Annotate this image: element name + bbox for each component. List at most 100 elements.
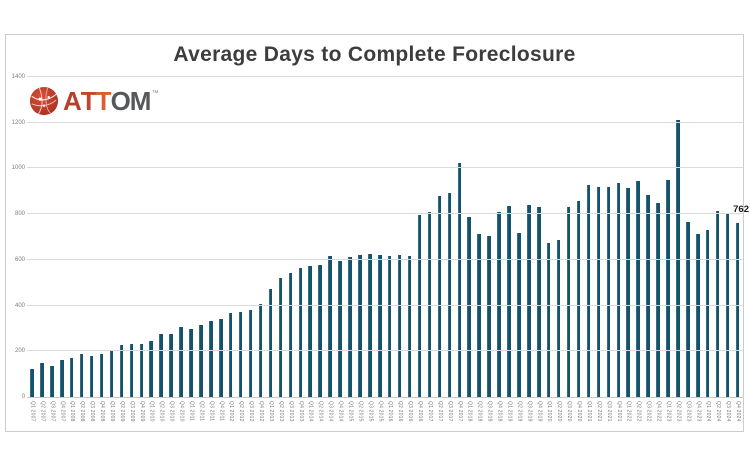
bar-slot: [405, 77, 415, 397]
bar-q3-2010: [169, 333, 173, 397]
x-axis-label-slot: Q3 2009: [126, 399, 136, 431]
bar-q4-2017: [457, 162, 462, 397]
bar-q3-2007: [50, 365, 54, 397]
x-axis-tick-label: Q4 2019: [536, 401, 543, 422]
bar-q2-2012: [238, 311, 243, 397]
bar-slot: [216, 77, 226, 397]
bar-slot: [534, 77, 544, 397]
bar-q4-2023: [696, 233, 700, 397]
x-axis-label-slot: Q1 2011: [186, 399, 196, 431]
bar-slot: [315, 77, 325, 397]
x-axis-tick-label: Q2 2012: [238, 401, 245, 422]
bar-q1-2024: [705, 229, 710, 397]
logo-letter: A: [63, 86, 82, 116]
y-axis-tick-label: 600: [14, 256, 25, 263]
x-axis-tick-label: Q1 2024: [705, 401, 712, 422]
x-axis-tick-label: Q3 2016: [407, 401, 414, 422]
x-axis-tick-label: Q3 2014: [327, 401, 334, 422]
x-axis-tick-label: Q1 2015: [347, 401, 354, 422]
bar-q2-2024: [715, 211, 720, 397]
x-axis-tick-label: Q2 2018: [476, 401, 483, 422]
bar-slot: [365, 77, 375, 397]
x-axis-label-slot: Q2 2008: [77, 399, 87, 431]
x-axis-label-slot: Q2 2012: [236, 399, 246, 431]
bar-q2-2015: [358, 254, 362, 397]
bar-q2-2010: [159, 334, 163, 397]
bar-q1-2023: [666, 180, 670, 397]
bar-slot: [544, 77, 554, 397]
x-axis-tick-label: Q3 2008: [89, 401, 96, 422]
x-axis-tick-label: Q1 2020: [546, 401, 553, 422]
bar-q3-2023: [686, 221, 690, 397]
x-axis-tick-label: Q3 2024: [725, 401, 732, 422]
x-axis-label-slot: Q4 2007: [57, 399, 67, 431]
bar-q3-2017: [447, 192, 452, 397]
x-axis-label-slot: Q4 2010: [176, 399, 186, 431]
plot-area: 762: [27, 76, 749, 398]
bar-q3-2009: [129, 344, 134, 397]
x-axis-label-slot: Q3 2014: [325, 399, 335, 431]
x-axis-tick-label: Q4 2022: [655, 401, 662, 422]
bar-slot: [47, 77, 57, 397]
x-axis-tick-label: Q3 2013: [287, 401, 294, 422]
bar-q4-2024: [735, 222, 740, 397]
bar-q3-2016: [407, 255, 412, 397]
bar-q4-2009: [139, 343, 144, 397]
bar-q4-2007: [60, 360, 64, 397]
bar-q2-2014: [318, 264, 322, 397]
bar-q4-2019: [537, 206, 541, 397]
chart-title: Average Days to Complete Foreclosure: [173, 43, 576, 66]
bar-slot: [355, 77, 365, 397]
x-axis-label-slot: Q4 2012: [256, 399, 266, 431]
x-axis-label-slot: Q3 2008: [87, 399, 97, 431]
x-axis-label-slot: Q1 2023: [663, 399, 673, 431]
bar-slot: [504, 77, 514, 397]
bar-slot: [196, 77, 206, 397]
x-axis-tick-label: Q3 2012: [248, 401, 255, 422]
x-axis-label-slot: Q2 2007: [37, 399, 47, 431]
x-axis-label-slot: Q2 2017: [434, 399, 444, 431]
bar-q4-2021: [616, 182, 621, 397]
bar-slot: [643, 77, 653, 397]
x-axis-label-slot: Q2 2016: [395, 399, 405, 431]
x-axis-label-slot: Q3 2020: [564, 399, 574, 431]
x-axis-label-slot: Q2 2009: [116, 399, 126, 431]
bar-q4-2008: [99, 353, 104, 397]
x-axis-tick-label: Q4 2014: [337, 401, 344, 422]
x-axis-tick-label: Q2 2020: [556, 401, 563, 422]
x-axis-tick-label: Q2 2019: [516, 401, 523, 422]
bar-q3-2013: [288, 273, 293, 397]
x-axis-label-slot: Q3 2015: [365, 399, 375, 431]
bar-q4-2016: [417, 214, 422, 397]
x-axis-tick-label: Q3 2020: [566, 401, 573, 422]
x-axis-tick-label: Q2 2008: [79, 401, 86, 422]
bar-slot: [584, 77, 594, 397]
x-axis-label-slot: Q1 2013: [266, 399, 276, 431]
bar-slot: [375, 77, 385, 397]
gridline: [27, 76, 743, 77]
x-axis-tick-label: Q1 2010: [148, 401, 155, 422]
x-axis-tick-label: Q4 2013: [297, 401, 304, 422]
x-axis-label-slot: Q4 2009: [136, 399, 146, 431]
x-axis-label-slot: Q2 2019: [514, 399, 524, 431]
x-axis-label-slot: Q3 2012: [246, 399, 256, 431]
bar-q2-2018: [477, 233, 481, 397]
x-axis-label-slot: Q4 2024: [733, 399, 743, 431]
x-axis-label-slot: Q4 2023: [693, 399, 703, 431]
y-axis-tick-label: 200: [14, 348, 25, 355]
gridline: [27, 213, 743, 215]
bar-slot: [256, 77, 266, 397]
bar-q3-2021: [606, 186, 611, 397]
bar-slot: [474, 77, 484, 397]
bar-q2-2013: [278, 277, 283, 397]
y-axis-tick-label: 1400: [11, 74, 25, 80]
x-axis-label-slot: Q1 2018: [464, 399, 474, 431]
x-axis-label-slot: Q3 2024: [723, 399, 733, 431]
x-axis-label-slot: Q4 2014: [335, 399, 345, 431]
bar-slot: [77, 77, 87, 397]
bar-slot: [166, 77, 176, 397]
bar-q1-2021: [586, 185, 591, 397]
x-axis-tick-label: Q4 2007: [59, 401, 66, 422]
x-axis-tick-label: Q1 2018: [466, 401, 473, 422]
